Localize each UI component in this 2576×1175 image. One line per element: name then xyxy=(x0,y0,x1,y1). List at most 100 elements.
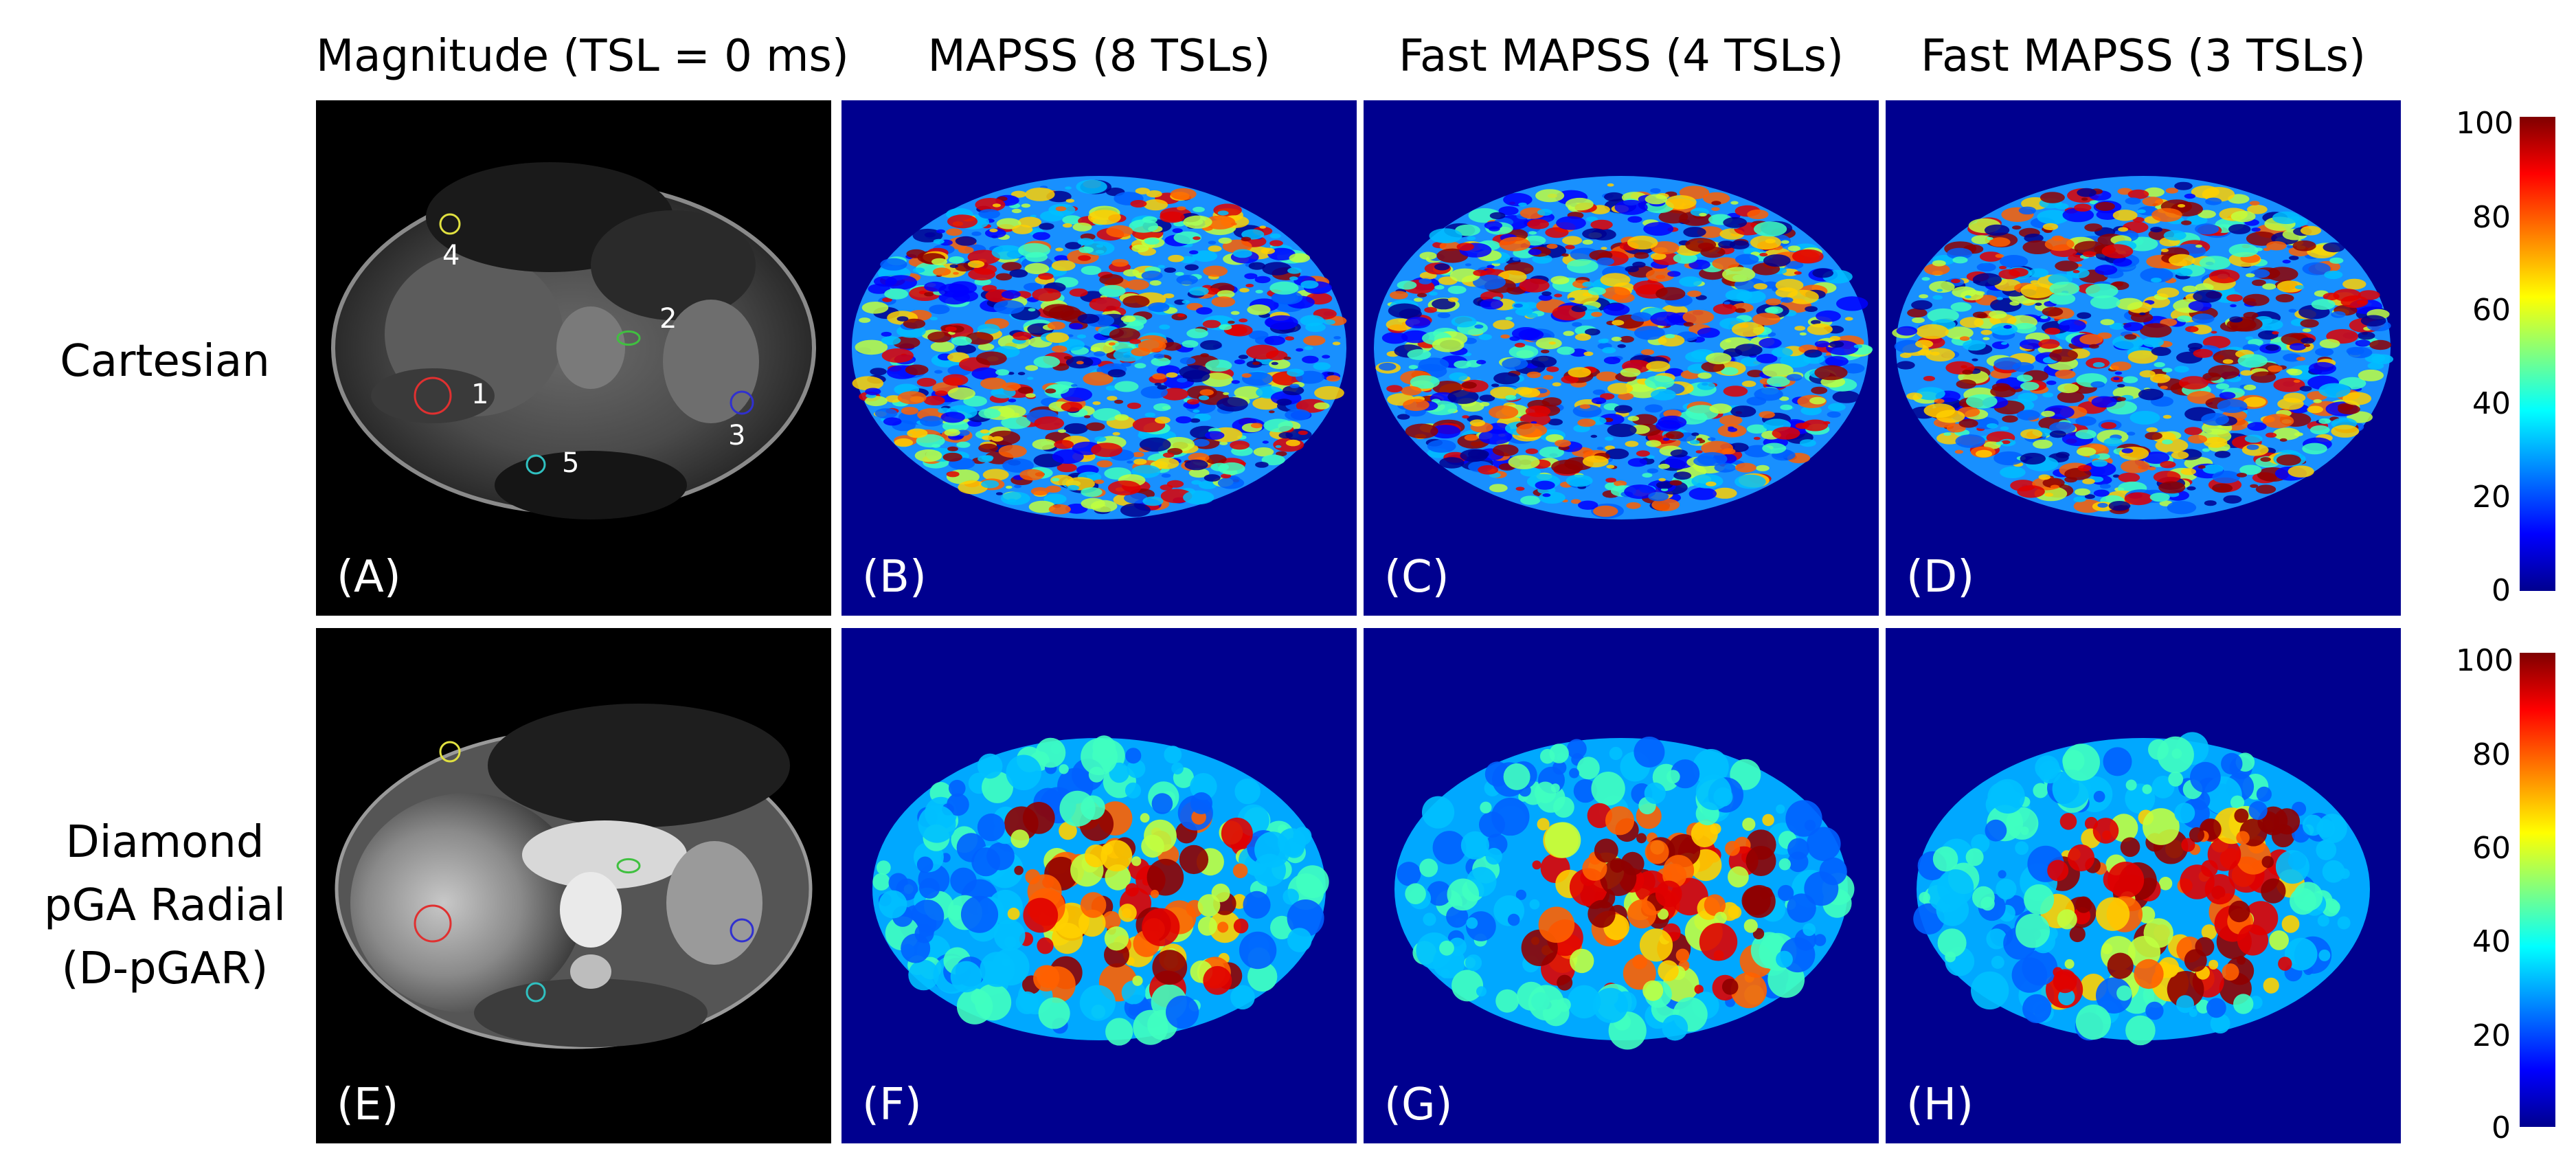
map-texture-blob xyxy=(1593,505,1618,517)
map-texture-blob xyxy=(1582,281,1594,287)
map-texture-blob xyxy=(2188,300,2212,311)
map-texture-blob xyxy=(934,370,943,374)
map-texture-blob xyxy=(2114,371,2123,375)
map-texture-blob xyxy=(1618,392,1634,401)
map-texture-blob xyxy=(2301,337,2315,344)
map-texture-blob xyxy=(912,267,925,273)
map-texture-blob xyxy=(1120,503,1151,517)
map-texture-blob xyxy=(1460,449,1488,462)
map-texture-blob xyxy=(1046,332,1070,343)
map-texture-blob xyxy=(1058,429,1066,434)
map-texture-blob xyxy=(2138,388,2164,401)
map-texture-blob xyxy=(2143,451,2170,464)
map-texture-blob xyxy=(2142,784,2152,794)
map-texture-blob xyxy=(1200,353,1209,357)
map-texture-blob xyxy=(1034,416,1065,430)
map-texture-blob xyxy=(1189,250,1199,255)
map-texture-blob xyxy=(2342,392,2372,405)
map-texture-blob xyxy=(1271,291,1299,304)
map-texture-blob xyxy=(1009,269,1028,278)
map-texture-blob xyxy=(2195,283,2214,292)
map-texture-blob xyxy=(1333,336,1341,339)
map-texture-blob xyxy=(1124,493,1148,504)
map-texture-blob xyxy=(1658,478,1666,482)
map-texture-blob xyxy=(1632,954,1647,970)
map-texture-blob xyxy=(2084,494,2095,500)
map-texture-blob xyxy=(2247,422,2267,431)
map-texture-blob xyxy=(1238,355,1248,359)
map-texture-blob xyxy=(2347,347,2373,359)
map-texture-blob xyxy=(2040,192,2065,203)
map-texture-blob xyxy=(2094,265,2118,276)
panel-f-radial-mapss-8: (F) xyxy=(841,628,1357,1143)
map-texture-blob xyxy=(1962,339,1986,351)
map-texture-blob xyxy=(1069,288,1088,297)
map-texture-blob xyxy=(1072,223,1092,232)
map-texture-blob xyxy=(2293,379,2301,383)
map-texture-blob xyxy=(2276,454,2301,466)
map-texture-blob xyxy=(1434,284,1445,290)
map-texture-blob xyxy=(2149,374,2171,383)
map-texture-blob xyxy=(1104,926,1129,951)
map-texture-blob xyxy=(1065,503,1088,514)
map-texture-blob xyxy=(1051,345,1067,352)
map-texture-blob xyxy=(1507,913,1520,926)
map-texture-blob xyxy=(1146,190,1162,198)
map-texture-blob xyxy=(1230,440,1250,450)
map-texture-blob xyxy=(1664,454,1695,469)
map-texture-blob xyxy=(974,983,1012,1021)
map-texture-blob xyxy=(1732,322,1765,337)
map-texture-blob xyxy=(1775,278,1804,292)
map-texture-blob xyxy=(1765,307,1778,314)
map-texture-blob xyxy=(2207,838,2241,871)
map-texture-blob xyxy=(1163,293,1175,299)
map-texture-blob xyxy=(2101,422,2117,429)
map-texture-blob xyxy=(1916,387,1945,401)
map-texture-blob xyxy=(1419,251,1437,260)
map-texture-blob xyxy=(1011,190,1027,198)
map-texture-blob xyxy=(1906,392,1923,400)
map-texture-blob xyxy=(1747,370,1764,378)
colorbar-bottom xyxy=(2520,653,2555,1127)
map-texture-blob xyxy=(2119,447,2149,460)
map-texture-blob xyxy=(1105,385,1118,391)
map-texture-blob xyxy=(950,961,982,993)
map-texture-blob xyxy=(1193,438,1210,447)
map-texture-blob xyxy=(1478,465,1499,475)
map-texture-blob xyxy=(1054,255,1069,262)
map-texture-blob xyxy=(1089,297,1121,312)
map-texture-blob xyxy=(1656,420,1681,432)
map-texture-blob xyxy=(2202,464,2224,474)
map-texture-blob xyxy=(1447,878,1480,911)
map-texture-blob xyxy=(1454,360,1471,369)
map-texture-blob xyxy=(1800,405,1822,416)
map-texture-blob xyxy=(1814,340,1830,348)
map-texture-blob xyxy=(2193,348,2213,358)
roi-circle-5 xyxy=(526,982,546,1003)
map-texture-blob xyxy=(2288,256,2299,260)
map-texture-blob xyxy=(2219,392,2236,399)
map-texture-blob xyxy=(882,297,892,302)
map-texture-blob xyxy=(1476,359,1487,365)
map-texture-blob xyxy=(1019,469,1045,481)
map-texture-blob xyxy=(1811,320,1821,325)
map-texture-blob xyxy=(1216,396,1248,412)
map-texture-blob xyxy=(1219,441,1228,445)
map-texture-blob xyxy=(2041,410,2055,417)
map-texture-blob xyxy=(1133,458,1147,465)
map-texture-blob xyxy=(2266,432,2277,438)
map-texture-blob xyxy=(1508,455,1540,469)
map-texture-blob xyxy=(1150,889,1160,899)
map-texture-blob xyxy=(1829,335,1841,342)
map-texture-blob xyxy=(2077,188,2097,197)
map-texture-blob xyxy=(1250,423,1263,429)
map-texture-blob xyxy=(946,228,962,236)
map-texture-blob xyxy=(1972,273,2002,287)
map-texture-blob xyxy=(1619,335,1634,343)
map-texture-blob xyxy=(1038,997,1070,1029)
map-texture-blob xyxy=(2151,208,2182,222)
map-texture-blob xyxy=(1264,335,1285,346)
map-texture-blob xyxy=(1002,382,1021,391)
map-texture-blob xyxy=(1550,276,1570,284)
map-texture-blob xyxy=(975,198,1006,212)
